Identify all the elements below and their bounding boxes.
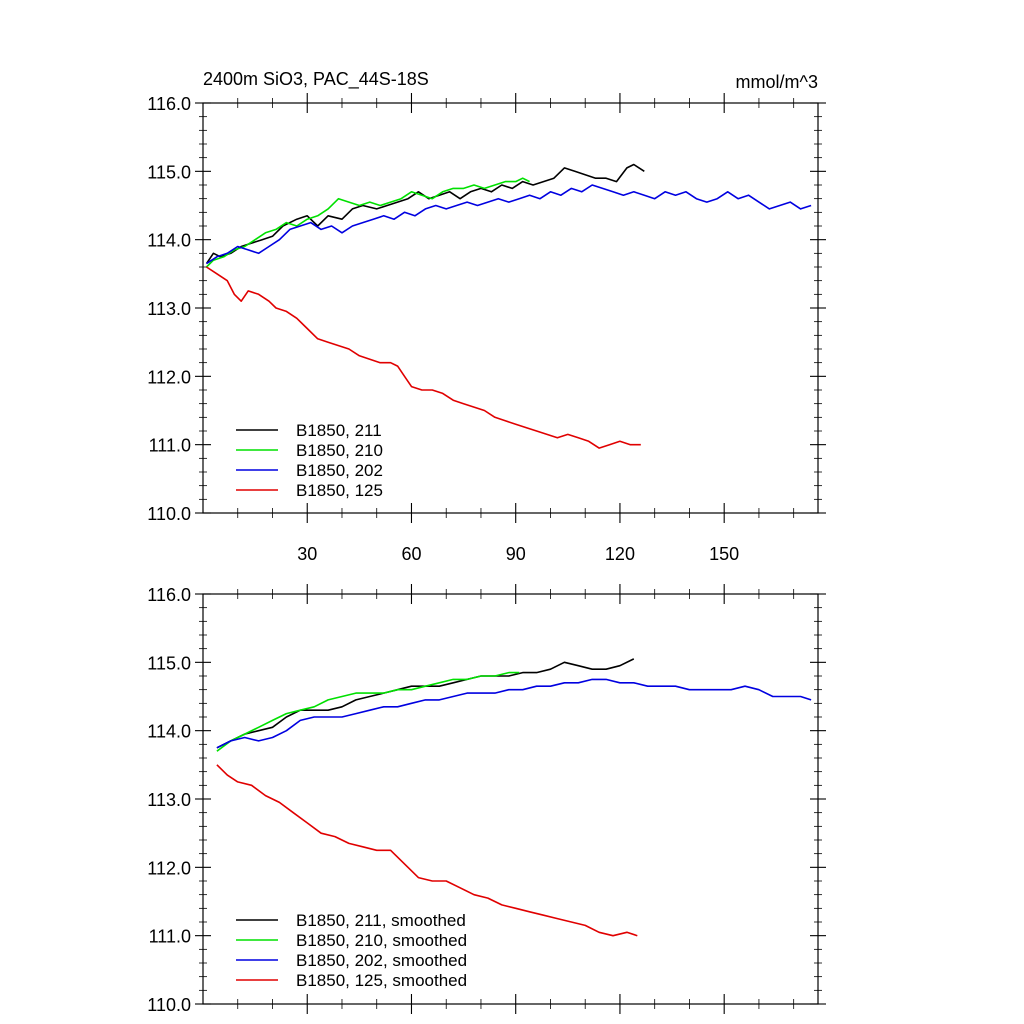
axis-ticks: [195, 93, 826, 523]
y-axis-tick-labels: 110.0 111.0 112.0 113.0 114.0 115.0 116.0: [147, 94, 191, 524]
y-tick-label: 110.0: [147, 504, 191, 524]
y-tick-label: 114.0: [147, 231, 191, 251]
series-line-0: [205, 163, 645, 265]
legend-label-1: B1850, 210, smoothed: [296, 931, 467, 950]
y-tick-label: 116.0: [147, 585, 191, 605]
legend-label-2: B1850, 202: [296, 461, 383, 480]
x-tick-label: 120: [605, 544, 635, 564]
y-tick-label: 111.0: [149, 927, 191, 947]
series-line-2: [216, 678, 812, 749]
series-line-3: [206, 266, 641, 449]
legend-label-0: B1850, 211, smoothed: [296, 911, 466, 930]
series-line-1: [205, 177, 530, 268]
x-axis-tick-labels: 30 60 90 120 150: [297, 544, 739, 564]
legend-label-3: B1850, 125: [296, 481, 383, 500]
series-line-2: [206, 184, 812, 265]
top-chart-panel: 2400m SiO3, PAC_44S-18S mmol/m^3 110.011…: [147, 69, 826, 564]
y-tick-label: 114.0: [147, 722, 191, 742]
y-tick-label: 115.0: [147, 162, 191, 182]
series-lines: [205, 163, 812, 449]
y-tick-label: 112.0: [147, 367, 191, 387]
chart-title: 2400m SiO3, PAC_44S-18S: [203, 69, 429, 90]
legend-label-3: B1850, 125, smoothed: [296, 971, 467, 990]
x-tick-label: 150: [709, 544, 739, 564]
y-tick-label: 115.0: [147, 653, 191, 673]
x-tick-label: 90: [506, 544, 526, 564]
legend-label-1: B1850, 210: [296, 441, 383, 460]
series-line-1: [216, 671, 520, 752]
y-tick-label: 112.0: [147, 858, 191, 878]
x-tick-label: 30: [297, 544, 317, 564]
chart-units: mmol/m^3: [736, 72, 818, 92]
legend-label-0: B1850, 211: [296, 421, 382, 440]
y-tick-label: 113.0: [147, 790, 191, 810]
y-tick-label: 113.0: [147, 299, 191, 319]
axis-ticks: [195, 584, 826, 1014]
x-tick-label: 60: [401, 544, 421, 564]
y-tick-label: 110.0: [147, 995, 191, 1015]
y-tick-label: 111.0: [149, 436, 191, 456]
y-axis-tick-labels: 110.0 111.0 112.0 113.0 114.0 115.0 116.0: [147, 585, 191, 1015]
series-lines: [216, 658, 812, 937]
y-tick-label: 116.0: [147, 94, 191, 114]
bottom-chart-panel: 110.0 111.0 112.0 113.0 114.0 115.0 116.0 B185…: [147, 584, 826, 1015]
series-line-3: [216, 764, 638, 937]
legend-label-2: B1850, 202, smoothed: [296, 951, 467, 970]
